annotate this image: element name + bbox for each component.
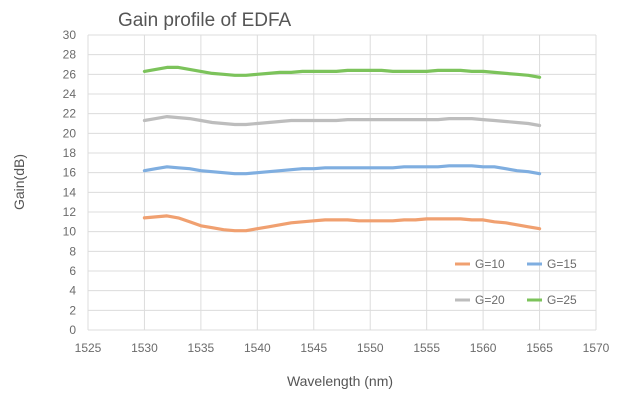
- y-tick-label: 22: [63, 107, 77, 121]
- y-axis-label: Gain(dB): [11, 154, 27, 210]
- y-tick-label: 28: [63, 48, 77, 62]
- legend-label-3: G=20: [475, 293, 505, 307]
- series-line-3: [142, 115, 542, 128]
- legend-label-2: G=15: [547, 257, 577, 271]
- series-layer: [142, 65, 542, 233]
- y-tick-label: 12: [63, 205, 77, 219]
- series-line-4: [142, 65, 542, 79]
- legend-label-4: G=25: [547, 293, 577, 307]
- series-line-1: [142, 214, 542, 233]
- y-tick-label: 24: [63, 87, 77, 101]
- y-tick-label: 10: [63, 225, 77, 239]
- y-tick-label: 18: [63, 146, 77, 160]
- x-tick-label: 1540: [244, 341, 271, 355]
- x-axis-label: Wavelength (nm): [287, 373, 393, 389]
- y-tick-label: 6: [69, 264, 76, 278]
- legend-label-1: G=10: [475, 257, 505, 271]
- y-tick-label: 4: [69, 284, 76, 298]
- y-tick-label: 8: [69, 244, 76, 258]
- y-tick-label: 0: [69, 323, 76, 337]
- x-tick-label: 1545: [300, 341, 327, 355]
- x-tick-label: 1560: [470, 341, 497, 355]
- y-tick-label: 26: [63, 67, 77, 81]
- x-tick-label: 1530: [131, 341, 158, 355]
- y-tick-label: 2: [69, 303, 76, 317]
- grid-layer: [87, 34, 597, 331]
- x-tick-label: 1555: [413, 341, 440, 355]
- x-tick-label: 1550: [357, 341, 384, 355]
- y-tick-label: 14: [63, 185, 77, 199]
- x-tick-label: 1525: [75, 341, 102, 355]
- x-tick-label: 1565: [526, 341, 553, 355]
- y-tick-label: 30: [63, 28, 77, 42]
- legend-layer: G=10 G=15 G=20 G=25: [455, 257, 577, 307]
- y-tick-label: 20: [63, 126, 77, 140]
- x-tick-label: 1535: [188, 341, 215, 355]
- y-tick-label: 16: [63, 166, 77, 180]
- series-line-2: [142, 164, 542, 176]
- x-tick-label: 1570: [583, 341, 610, 355]
- chart-title: Gain profile of EDFA: [118, 10, 292, 31]
